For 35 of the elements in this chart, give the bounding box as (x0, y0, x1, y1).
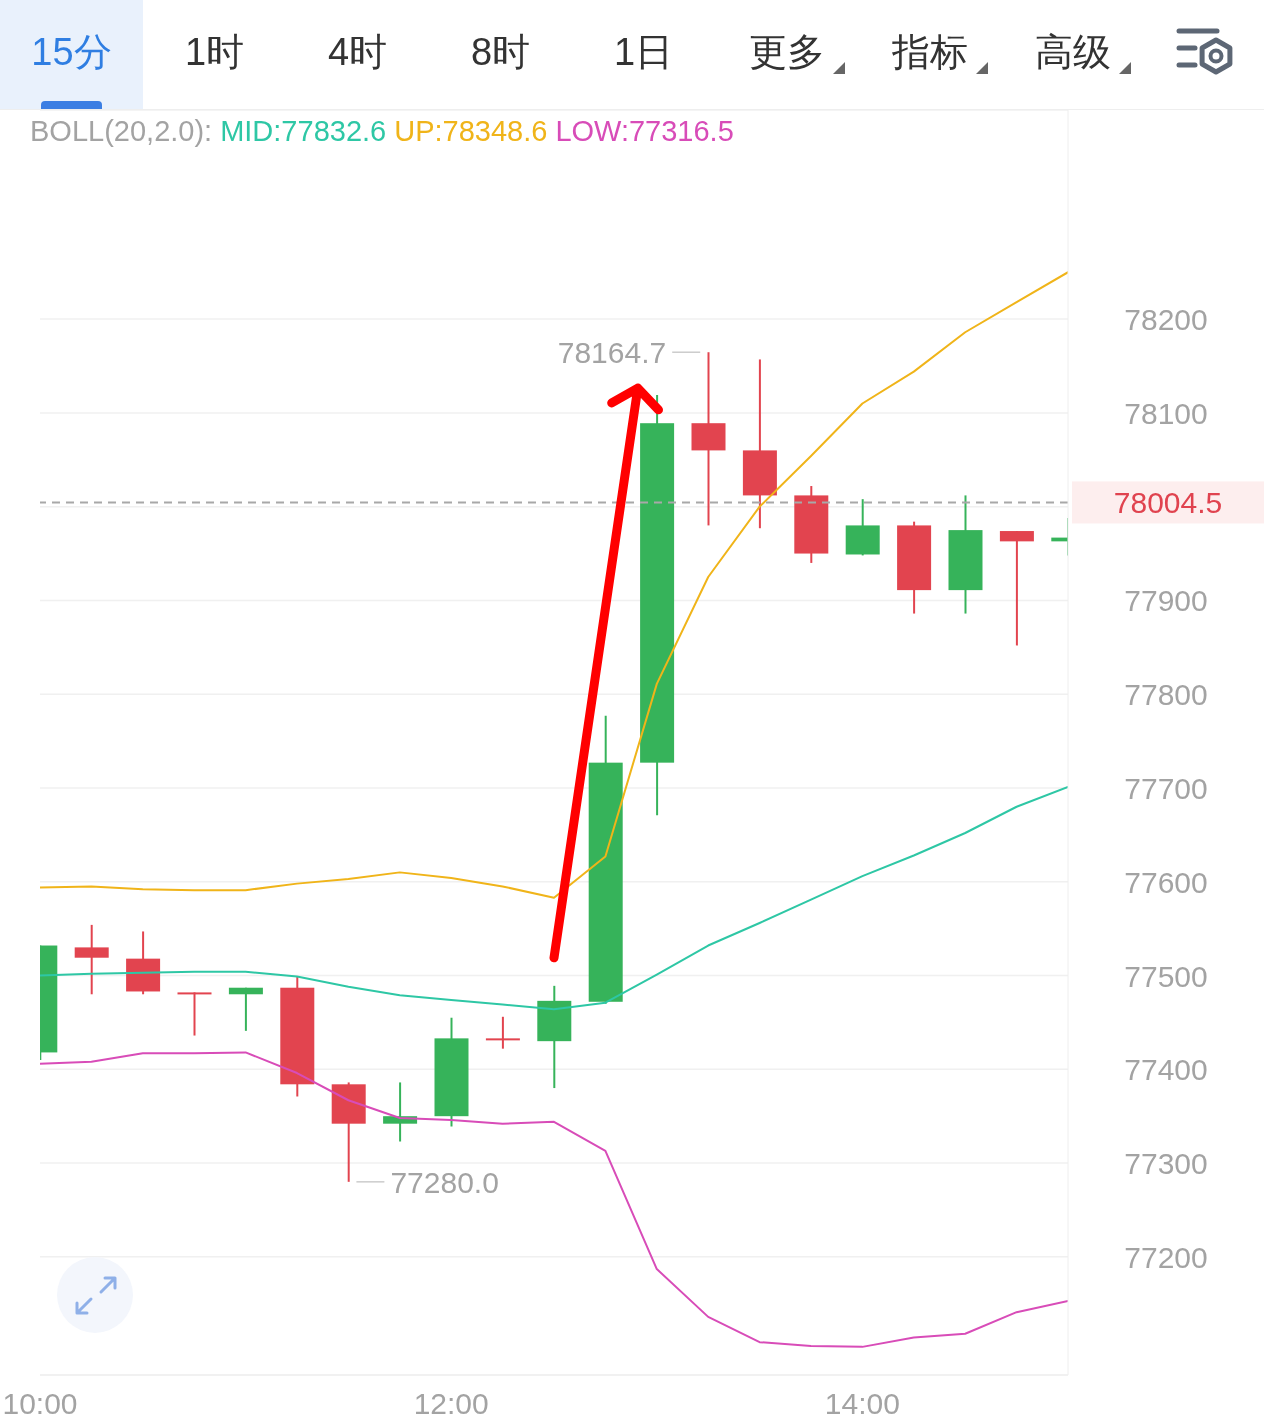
text: LOW:77316.5 (555, 115, 734, 147)
text: 4时 (327, 31, 388, 73)
text: 1时 (184, 31, 245, 73)
legend-title: BOLL(20,2.0): (30, 115, 213, 147)
candlestick (999, 530, 1034, 647)
x-tick-label: 12:00 (413, 1386, 489, 1416)
text: MID:77832.6 (220, 115, 387, 147)
annotation: 77280.0 (390, 1165, 499, 1199)
text: 1日 (613, 31, 674, 73)
annotation: 78004.5 (1113, 485, 1223, 519)
x-tick-label: 14:00 (824, 1386, 900, 1416)
text: 更多 (748, 31, 825, 73)
text: 指标 (891, 31, 968, 73)
y-tick-label: 78200 (1124, 302, 1208, 336)
y-tick-label: 77400 (1124, 1052, 1208, 1086)
line-series (40, 271, 1068, 899)
text: UP:78348.6 (394, 115, 548, 147)
y-tick-label: 77600 (1124, 865, 1208, 899)
y-tick-label: 77800 (1124, 677, 1208, 711)
y-tick-label: 77300 (1124, 1146, 1208, 1180)
y-tick-label: 78100 (1124, 396, 1208, 430)
candlestick (177, 991, 212, 1037)
x-tick-label: 10:00 (2, 1386, 78, 1416)
text: 高级 (1034, 31, 1111, 73)
y-tick-label: 77200 (1124, 1240, 1208, 1274)
line-series (40, 1051, 1068, 1348)
text: 8时 (470, 31, 531, 73)
line-series (40, 786, 1068, 1011)
candlestick (74, 923, 109, 996)
y-tick-label: 77500 (1124, 959, 1208, 993)
y-tick-label: 77900 (1124, 583, 1208, 617)
y-tick-label: 77700 (1124, 771, 1208, 805)
annotation: 78164.7 (557, 335, 667, 369)
candlestick (485, 1015, 520, 1050)
text: 15分 (31, 31, 112, 73)
